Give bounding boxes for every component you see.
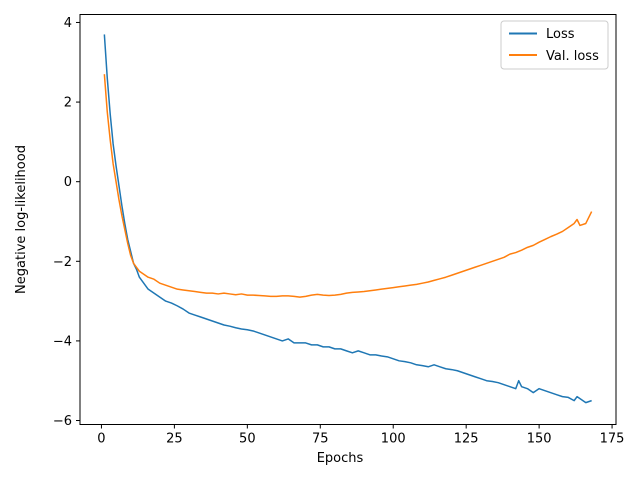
x-tick-label: 100 [381,432,406,447]
y-tick-label: −2 [53,255,72,270]
x-tick-label: 50 [239,432,256,447]
x-axis-ticks: 0 25 50 75 100 125 150 175 [97,424,625,447]
x-axis-label: Epochs [317,451,364,466]
series-line-loss [103,34,592,404]
x-tick-label: 175 [600,432,625,447]
plot-lines [103,34,593,404]
plot-frame [79,14,617,425]
legend-label-loss: Loss [546,27,575,42]
y-axis-label: Negative log-likelihood [14,145,29,294]
x-tick-label: 75 [312,432,329,447]
series-line-val-loss [103,74,593,298]
x-tick-label: 125 [454,432,479,447]
x-tick-label: 0 [97,432,105,447]
y-axis-ticks: −6 −4 −2 0 2 4 [53,16,80,429]
y-tick-label: −4 [53,334,72,349]
x-tick-label: 150 [527,432,552,447]
y-tick-label: −6 [53,414,72,429]
legend: Loss Val. loss [500,20,609,70]
y-tick-label: 2 [64,96,72,111]
y-tick-label: 0 [64,175,72,190]
y-tick-label: 4 [64,16,72,31]
x-tick-label: 25 [166,432,183,447]
legend-label-val-loss: Val. loss [546,49,599,64]
